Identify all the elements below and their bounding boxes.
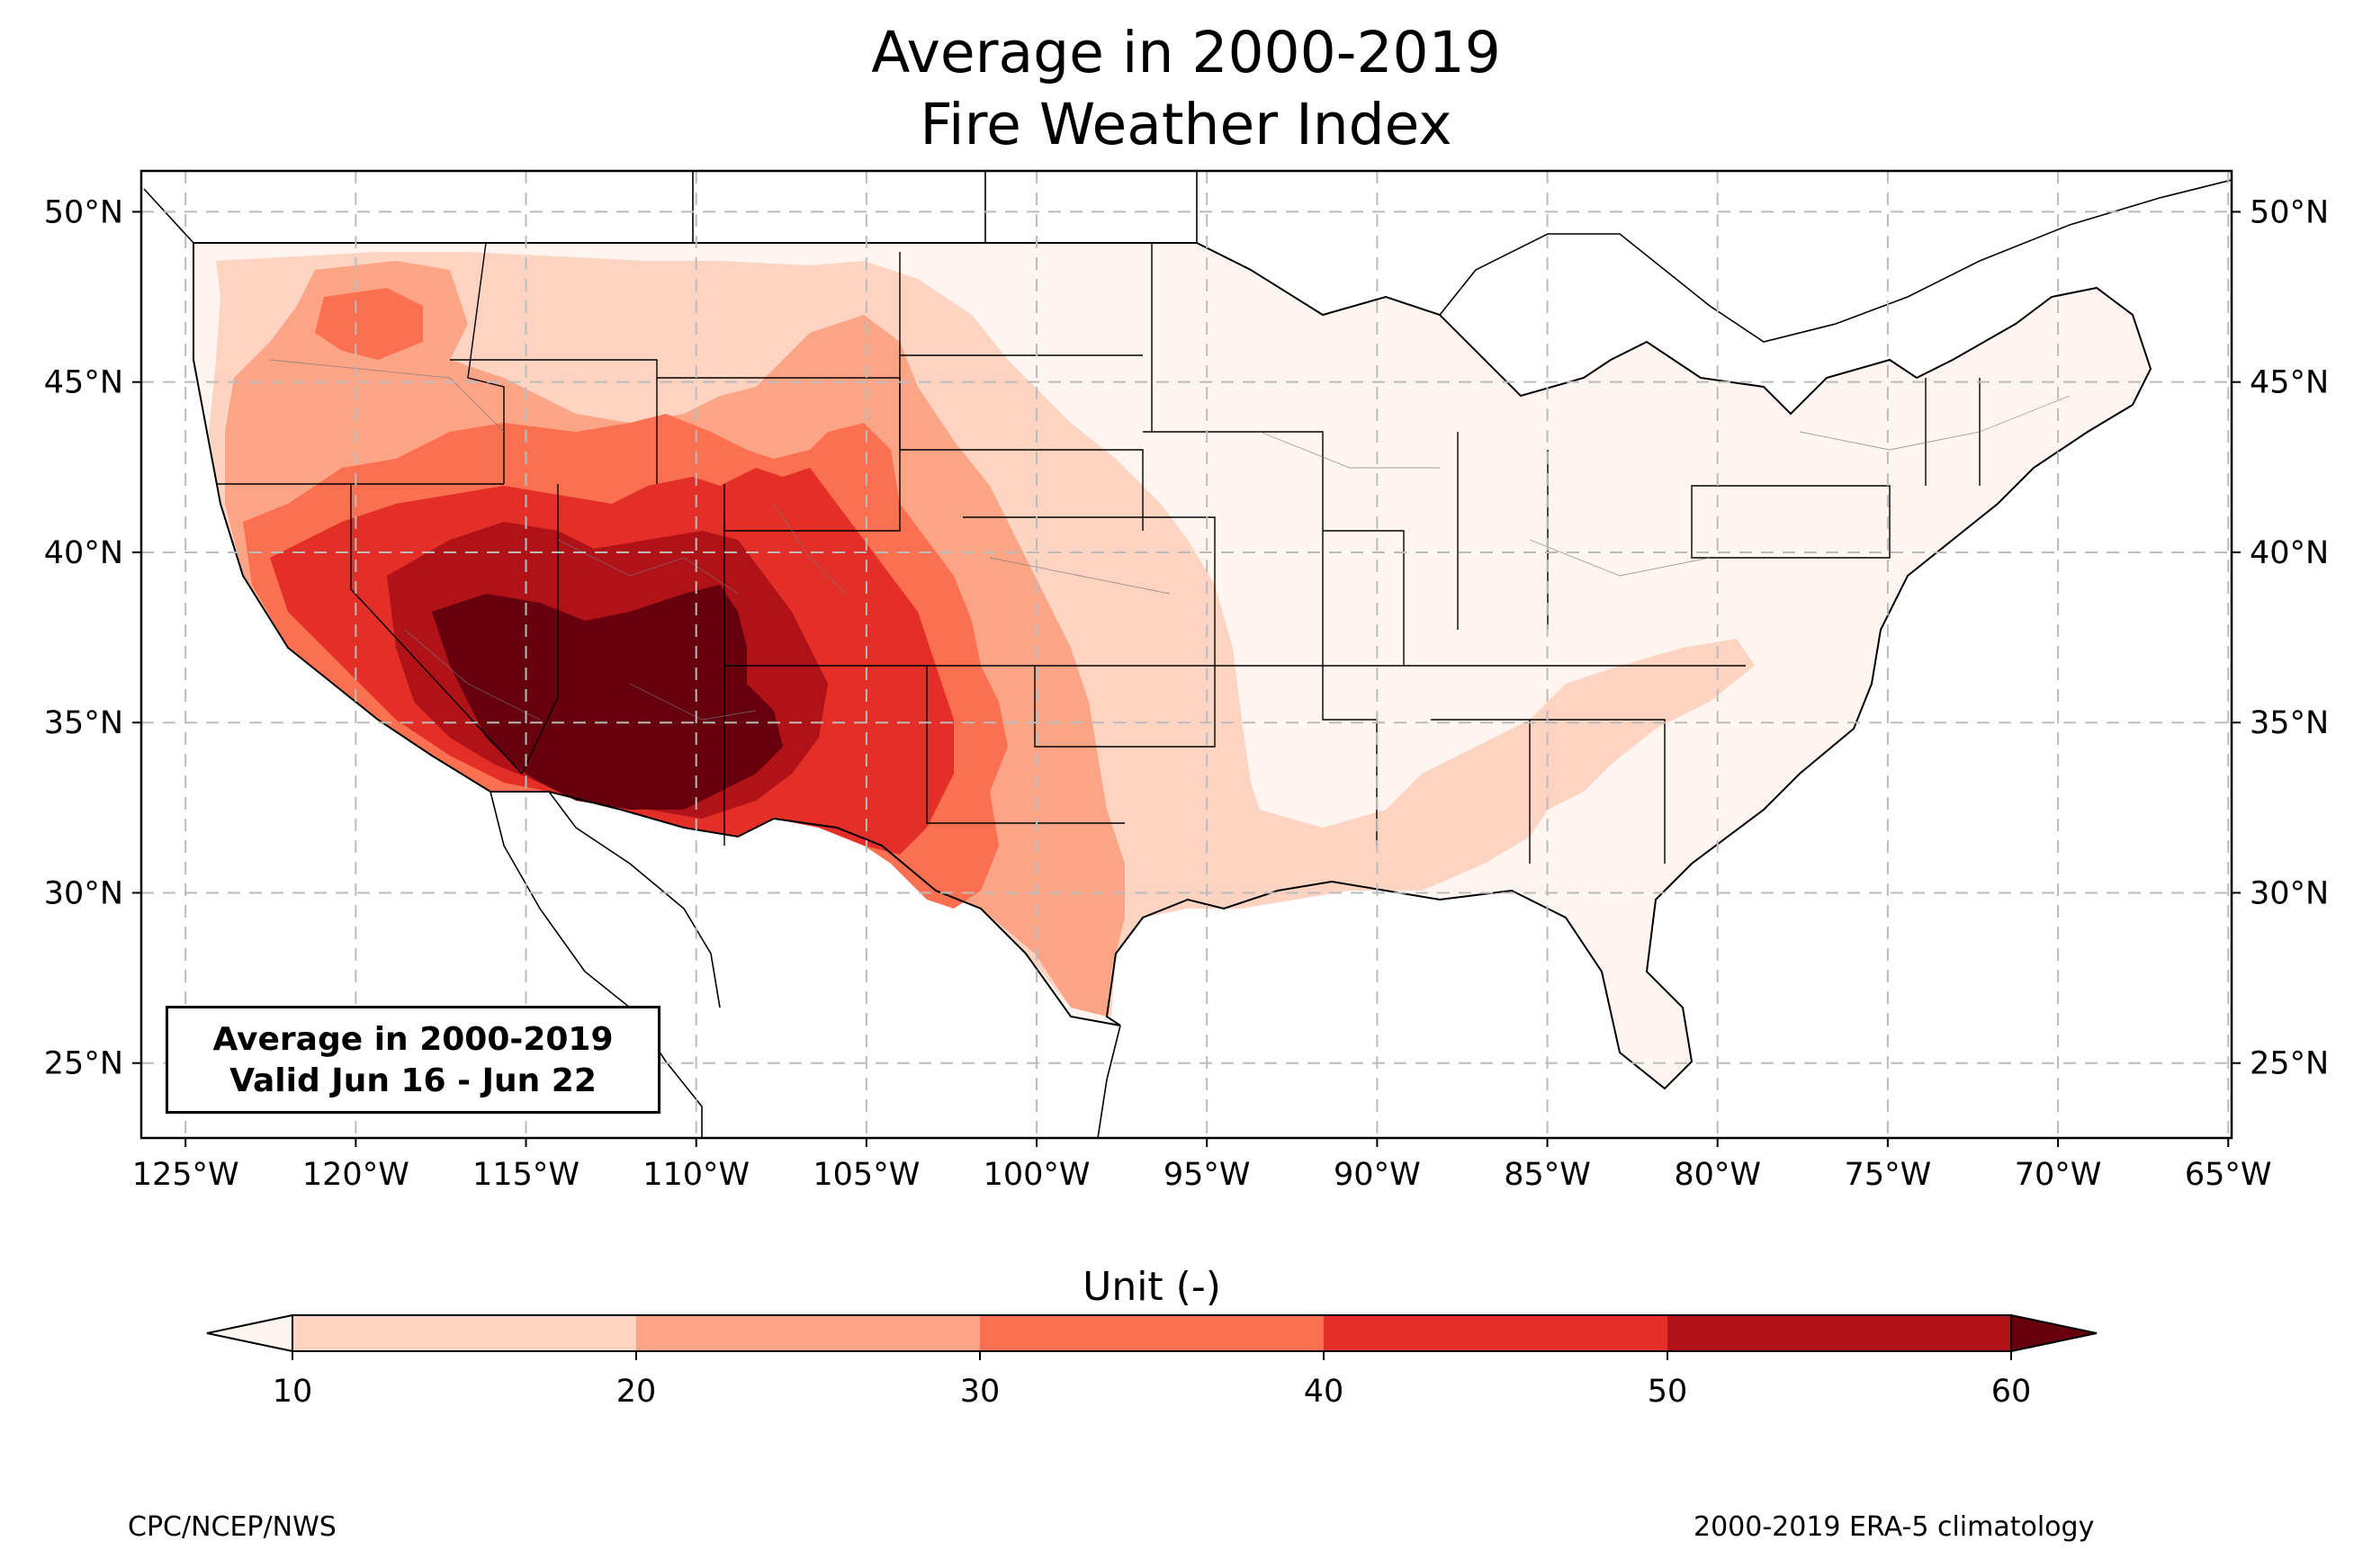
colorbar: 10 20 30 40 50 60: [206, 1313, 2098, 1410]
tick-label-lon: 65°W: [2185, 1157, 2272, 1193]
legend-box-line-1: Average in 2000-2019: [212, 1021, 614, 1058]
tick-label-lon: 75°W: [1845, 1157, 1932, 1193]
legend-box: Average in 2000-2019 Valid Jun 16 - Jun …: [166, 1006, 660, 1114]
conus-outline: [193, 242, 2152, 1090]
legend-box-line-2: Valid Jun 16 - Jun 22: [229, 1062, 597, 1099]
colorbar-tick-label: 30: [960, 1374, 1001, 1410]
tick-label-lat-right: 25°N: [2250, 1046, 2329, 1082]
tick-label-lon: 105°W: [813, 1157, 920, 1193]
country-borders: [143, 171, 2232, 1138]
colorbar-tick-label: 10: [273, 1374, 313, 1410]
title-line-1: Average in 2000-2019: [871, 20, 1501, 85]
colorbar-segment: [980, 1315, 1325, 1351]
colorbar-tick-label: 50: [1648, 1374, 1688, 1410]
colorbar-segment: [1667, 1315, 2012, 1351]
tick-label-lon: 110°W: [642, 1157, 750, 1193]
tick-label-lat-left: 40°N: [44, 535, 123, 571]
title-line-2: Fire Weather Index: [920, 92, 1452, 157]
credit-right: 2000-2019 ERA-5 climatology: [1694, 1511, 2095, 1543]
tick-label-lon: 80°W: [1674, 1157, 1761, 1193]
tick-label-lon: 125°W: [132, 1157, 239, 1193]
colorbar-segment: [636, 1315, 981, 1351]
colorbar-extend-high: [2010, 1313, 2098, 1353]
axis-ticks: 125°W 120°W 115°W 110°W 105°W 100°W 95°W 90°W 85…: [44, 194, 2329, 1193]
credit-left: CPC/NCEP/NWS: [128, 1511, 337, 1543]
tick-label-lat-right: 50°N: [2250, 194, 2329, 230]
colorbar-tick-label: 20: [616, 1374, 657, 1410]
colorbar-segment: [1324, 1315, 1668, 1351]
tick-label-lat-right: 40°N: [2250, 535, 2329, 571]
colorbar-tick-label: 60: [1991, 1374, 2032, 1410]
map-frame: [139, 169, 2233, 1140]
tick-label-lat-right: 45°N: [2250, 365, 2329, 401]
state-borders: [216, 242, 1981, 864]
tick-label-lon: 100°W: [984, 1157, 1091, 1193]
tick-label-lat-left: 30°N: [44, 875, 123, 911]
tick-label-lon: 85°W: [1504, 1157, 1591, 1193]
county-lines: [269, 359, 2071, 721]
tick-label-lat-right: 35°N: [2250, 705, 2329, 741]
tick-label-lat-left: 25°N: [44, 1046, 123, 1082]
colorbar-title: Unit (-): [1083, 1264, 1221, 1310]
tick-label-lat-right: 30°N: [2250, 875, 2329, 911]
fwi-region-30-40: [315, 288, 423, 360]
tick-label-lon: 70°W: [2015, 1157, 2102, 1193]
colorbar-extend-low: [206, 1313, 293, 1353]
tick-label-lon: 95°W: [1164, 1157, 1251, 1193]
colorbar-frame: [292, 1314, 2012, 1352]
colorbar-tick-label: 40: [1304, 1374, 1344, 1410]
colorbar-segment: [292, 1315, 637, 1351]
tick-label-lon: 115°W: [472, 1157, 580, 1193]
tick-label-lon: 90°W: [1334, 1157, 1421, 1193]
tick-label-lat-left: 50°N: [44, 194, 123, 230]
tick-label-lat-left: 35°N: [44, 705, 123, 741]
tick-label-lat-left: 45°N: [44, 365, 123, 401]
fwi-region-gt60: [432, 585, 783, 810]
tick-label-lon: 120°W: [302, 1157, 409, 1193]
